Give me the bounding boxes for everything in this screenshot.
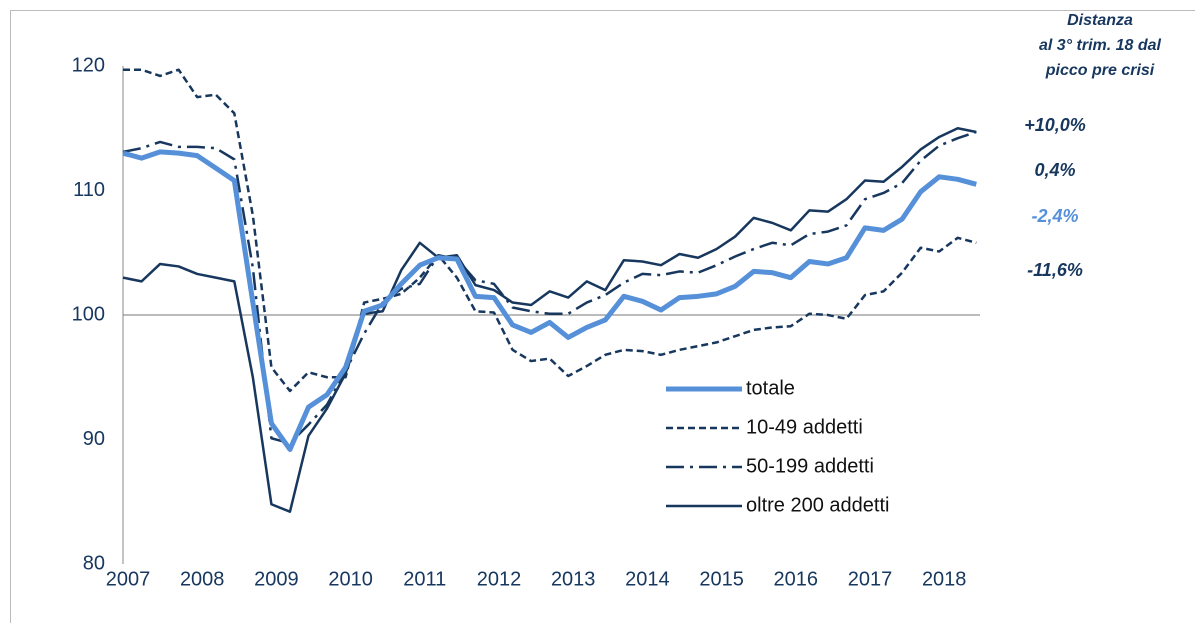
y-tick-label: 110 xyxy=(73,179,105,201)
x-tick-label: 2007 xyxy=(106,568,151,590)
legend-label: 10-49 addetti xyxy=(746,416,863,438)
legend-label: oltre 200 addetti xyxy=(746,494,889,516)
legend-label: totale xyxy=(746,377,795,399)
annotation-title: al 3° trim. 18 dal xyxy=(1039,37,1162,54)
x-tick-label: 2018 xyxy=(922,568,967,590)
series-line xyxy=(122,149,977,452)
annotation: +10,0% xyxy=(1024,115,1086,135)
series-line xyxy=(123,68,977,393)
annotation: -2,4% xyxy=(1031,206,1078,226)
x-tick-label: 2008 xyxy=(180,568,225,590)
annotation-title: picco pre crisi xyxy=(1045,62,1155,79)
y-tick-label: 80 xyxy=(83,552,105,574)
x-tick-label: 2011 xyxy=(403,568,446,590)
legend-label: 50-199 addetti xyxy=(746,455,874,477)
x-tick-label: 2013 xyxy=(551,568,596,590)
annotation: -11,6% xyxy=(1027,260,1083,280)
y-tick-label: 120 xyxy=(72,54,105,76)
annotation: 0,4% xyxy=(1034,160,1075,180)
x-tick-label: 2009 xyxy=(254,568,299,590)
x-tick-label: 2015 xyxy=(699,568,744,590)
y-tick-label: 100 xyxy=(72,303,105,325)
y-tick-label: 90 xyxy=(83,428,105,450)
x-tick-label: 2014 xyxy=(625,568,670,590)
x-tick-label: 2010 xyxy=(328,568,373,590)
x-tick-label: 2017 xyxy=(848,568,893,590)
x-tick-label: 2012 xyxy=(477,568,522,590)
series-line xyxy=(122,127,977,513)
frame xyxy=(10,10,1195,623)
x-tick-label: 2016 xyxy=(774,568,819,590)
annotation-title: Distanza xyxy=(1067,12,1133,29)
